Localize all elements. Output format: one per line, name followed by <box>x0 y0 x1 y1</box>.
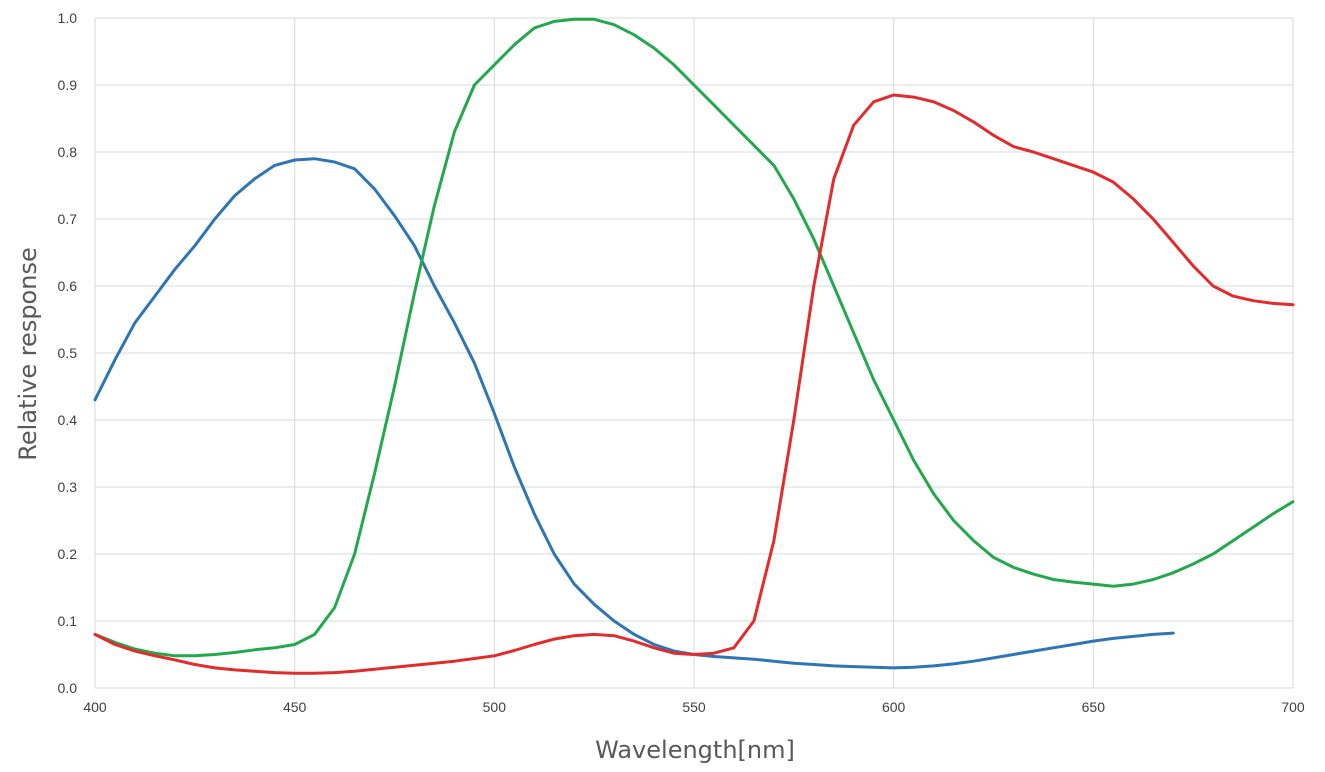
y-tick-label: 0.5 <box>58 345 78 361</box>
y-tick-label: 0.3 <box>58 479 78 495</box>
y-tick-label: 0.1 <box>58 613 78 629</box>
y-tick-label: 1.0 <box>58 10 78 26</box>
y-tick-label: 0.2 <box>58 546 78 562</box>
x-tick-label: 450 <box>283 699 307 715</box>
y-tick-label: 0.6 <box>58 278 78 294</box>
green-channel-line <box>93 17 1295 658</box>
y-tick-label: 0.7 <box>58 211 78 227</box>
x-axis-ticks: 400 450 500 550 600 650 700 <box>83 699 1305 715</box>
x-tick-label: 700 <box>1281 699 1305 715</box>
x-axis-title: Wavelength[nm] <box>595 736 795 764</box>
x-tick-label: 600 <box>882 699 906 715</box>
x-tick-label: 400 <box>83 699 107 715</box>
y-axis-ticks: 0.0 0.1 0.2 0.3 0.4 0.5 0.6 0.7 0.8 0.9 1.0 <box>58 10 78 696</box>
blue-channel-line <box>93 157 1175 670</box>
red-channel-line <box>93 93 1295 675</box>
y-axis-title: Relative response <box>14 247 42 460</box>
x-tick-label: 550 <box>682 699 706 715</box>
y-tick-label: 0.9 <box>58 77 78 93</box>
x-tick-label: 650 <box>1082 699 1106 715</box>
y-tick-label: 0.4 <box>58 412 78 428</box>
series-layer <box>93 17 1295 675</box>
y-tick-label: 0.8 <box>58 144 78 160</box>
y-tick-label: 0.0 <box>58 680 78 696</box>
x-tick-label: 500 <box>483 699 507 715</box>
